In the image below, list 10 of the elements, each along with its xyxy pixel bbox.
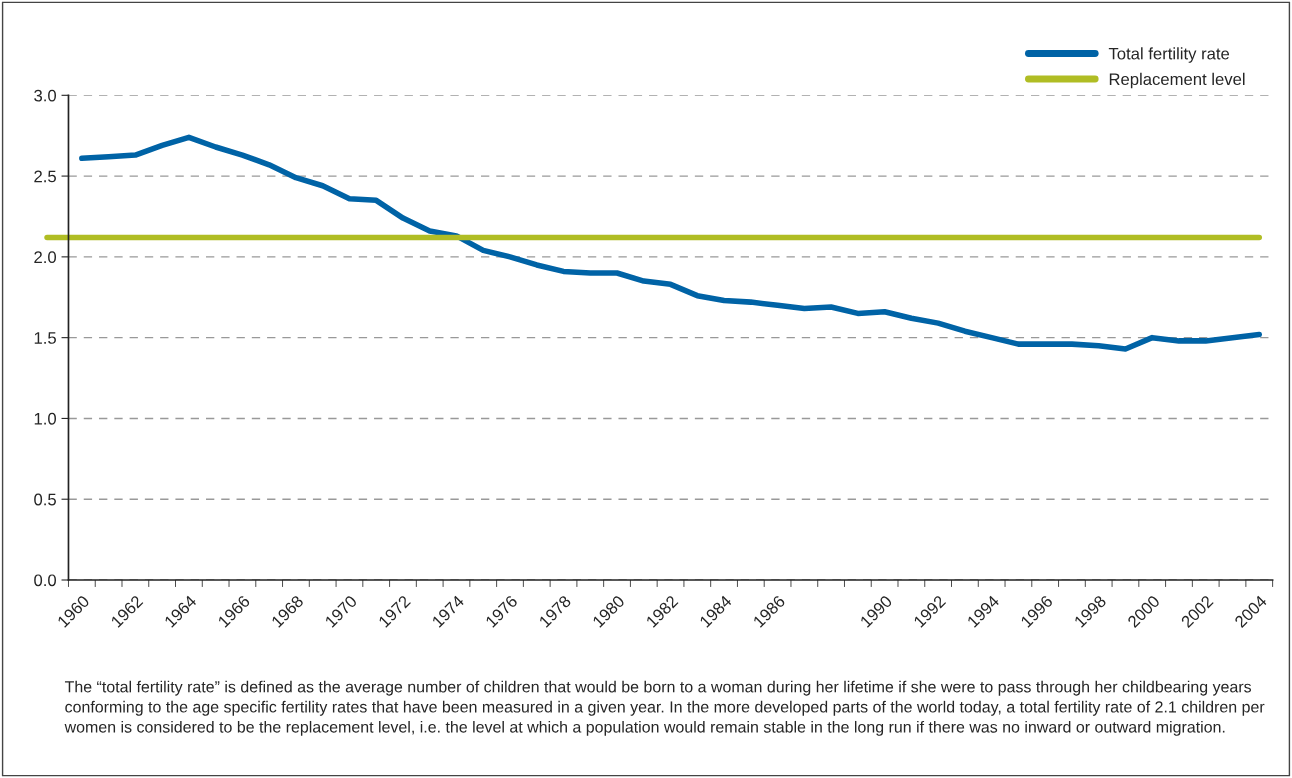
y-tick-label: 1.0 (34, 412, 57, 425)
legend-label: Replacement level (1109, 72, 1245, 89)
y-tick-label: 0.0 (34, 574, 57, 587)
y-tick-label: 0.5 (34, 493, 56, 506)
y-tick-label: 3.0 (34, 89, 57, 102)
y-tick-label: 1.5 (34, 332, 56, 344)
legend-label: Total fertility rate (1108, 47, 1230, 63)
y-tick-label: 2.5 (34, 170, 56, 183)
text: The “total fertility rate” is defined as the average number of children that would be born to a woman during her lifetime if she were to pass through her childbearing years conforming to the age specific fertility rates that have been measured in a given year. In the more developed parts of the world today, a total fertility rate of 2.1 children per women is considered to be the replacement level, i.e. the level at which a population would remain stable in the long run if there was no inward or outward migration. (64, 680, 1265, 736)
y-tick-label: 2.0 (34, 251, 57, 264)
